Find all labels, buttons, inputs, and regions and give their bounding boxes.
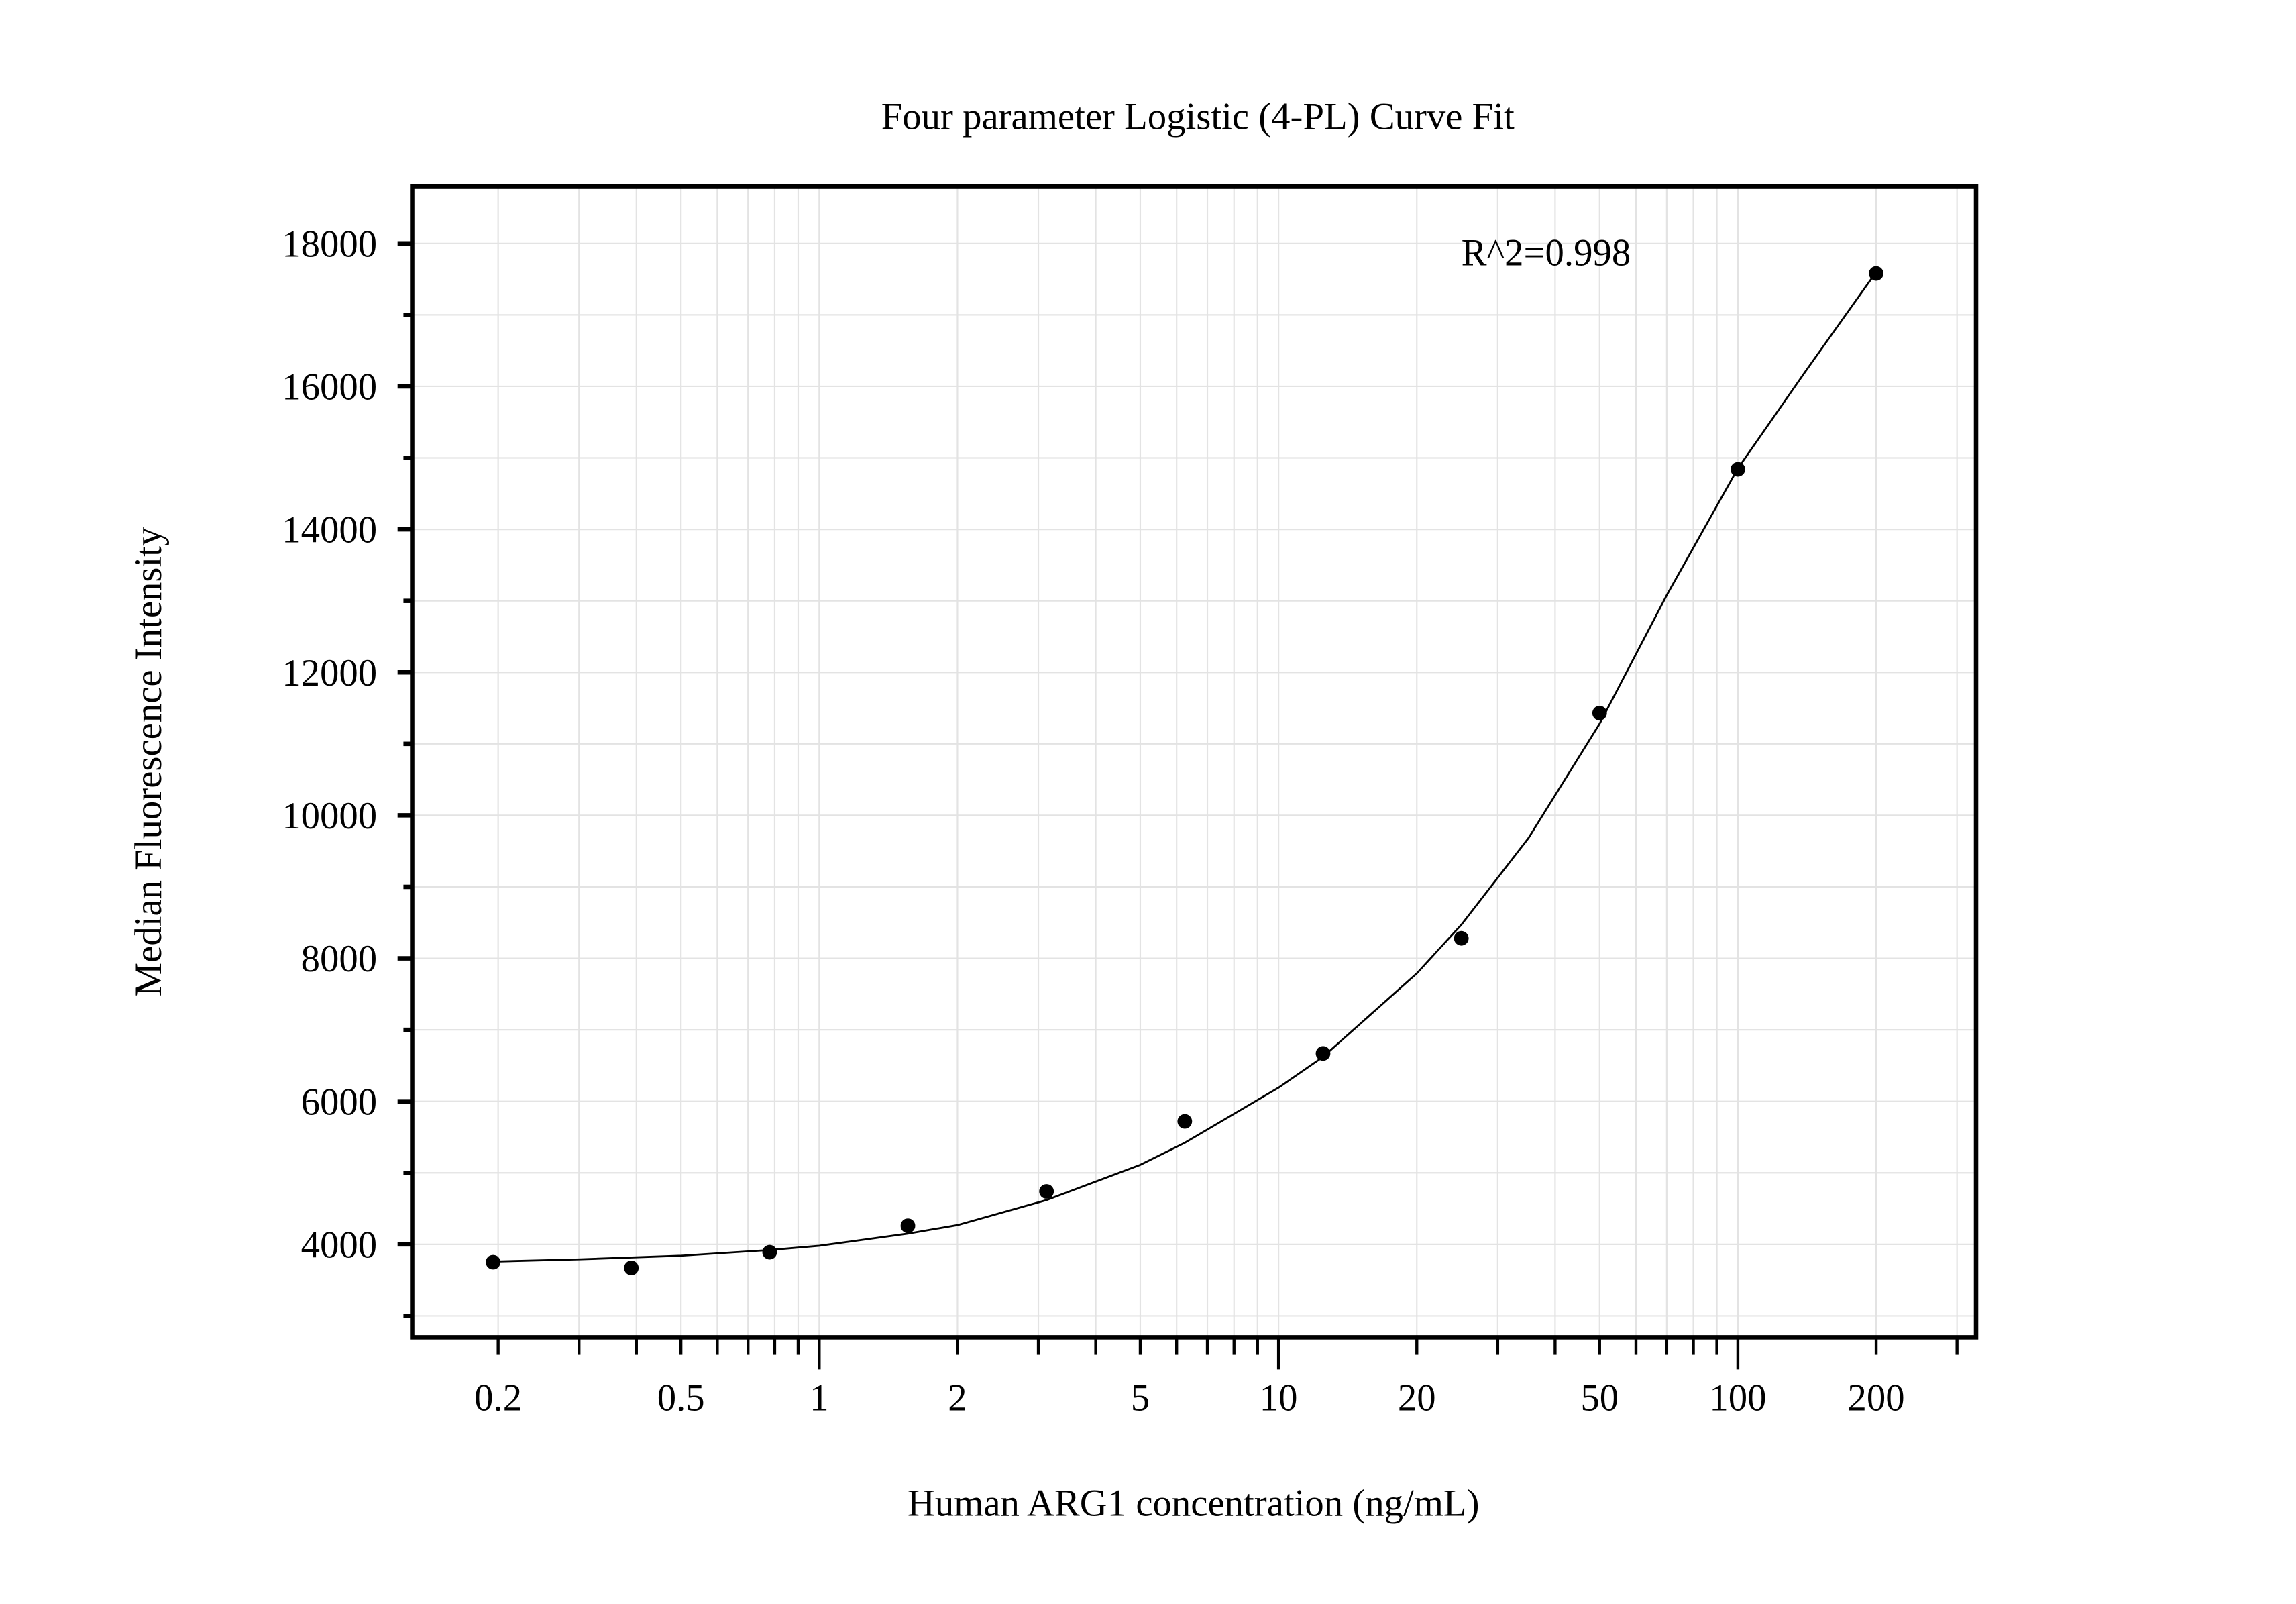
data-point <box>1869 266 1883 281</box>
x-tick-label: 2 <box>948 1377 967 1420</box>
x-axis-label: Human ARG1 concentration (ng/mL) <box>908 1483 1480 1525</box>
plot-frame <box>410 184 1979 1340</box>
x-tick-label: 0.5 <box>657 1377 705 1420</box>
data-point <box>486 1254 501 1270</box>
data-point <box>1315 1046 1331 1061</box>
x-tick-label: 10 <box>1260 1377 1298 1420</box>
y-tick-label: 8000 <box>301 938 378 980</box>
data-point <box>900 1218 916 1234</box>
y-tick-label: 6000 <box>301 1081 378 1123</box>
grid-lines <box>412 186 1977 1338</box>
r-squared-annotation: R^2=0.998 <box>1462 231 1631 274</box>
y-tick-label: 18000 <box>282 223 377 265</box>
data-point <box>762 1244 777 1260</box>
data-point <box>1731 462 1745 477</box>
y-axis-label: Median Fluorescence Intensity <box>127 527 170 996</box>
x-tick-label: 20 <box>1398 1377 1436 1420</box>
y-tick-label: 10000 <box>282 795 377 837</box>
x-tick-label: 100 <box>1709 1377 1766 1420</box>
x-tick-label: 0.2 <box>474 1377 522 1420</box>
chart-title: Four parameter Logistic (4-PL) Curve Fit <box>881 95 1515 138</box>
x-tick-label: 50 <box>1580 1377 1619 1420</box>
fit-curve-line <box>492 271 1877 1263</box>
data-point <box>1454 930 1469 946</box>
data-points <box>486 266 1883 1275</box>
y-axis-ticks: 4000 6000 8000 10000 12000 14000 16000 18000 <box>282 223 413 1318</box>
data-point <box>1039 1184 1054 1199</box>
y-tick-label: 14000 <box>282 509 377 551</box>
fit-curve <box>492 271 1877 1263</box>
y-tick-label: 4000 <box>301 1224 378 1266</box>
y-tick-label: 16000 <box>282 366 377 409</box>
x-tick-label: 5 <box>1131 1377 1150 1420</box>
data-point <box>1177 1114 1193 1129</box>
x-axis-ticks: 0.2 0.5 1 2 5 10 20 50 100 200 <box>474 1337 1959 1420</box>
data-point <box>624 1261 639 1275</box>
x-tick-label: 200 <box>1848 1377 1905 1420</box>
data-point <box>1592 706 1607 720</box>
x-tick-label: 1 <box>810 1377 828 1420</box>
y-tick-label: 12000 <box>282 652 377 694</box>
